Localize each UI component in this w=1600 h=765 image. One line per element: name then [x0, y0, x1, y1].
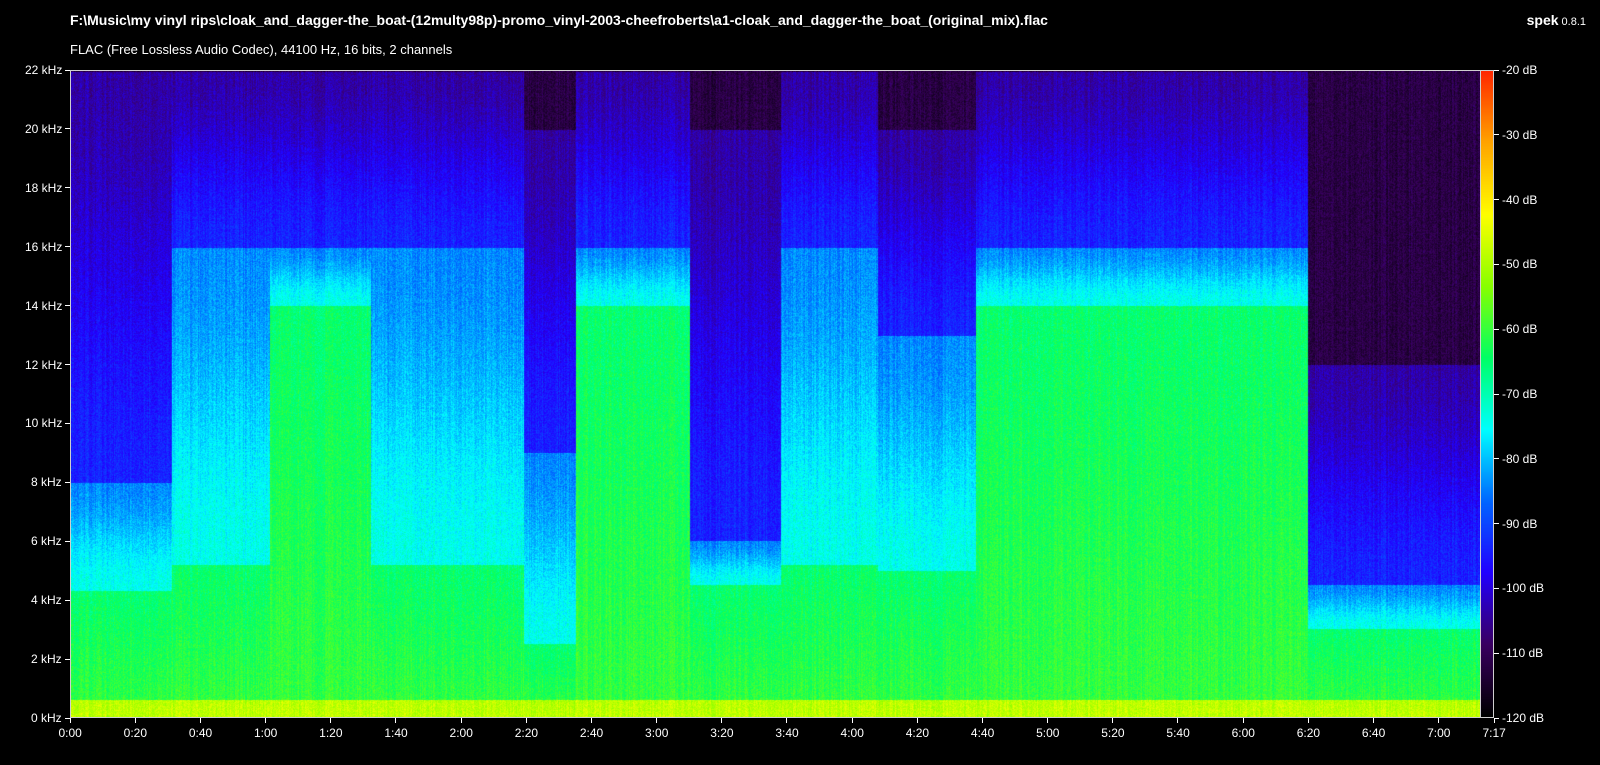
x-tick-mark — [69, 718, 71, 723]
colorbar-tick-mark — [1494, 717, 1499, 719]
x-tick-mark — [786, 718, 788, 723]
x-tick-label: 7:00 — [1427, 726, 1451, 740]
y-tick-label: 18 kHz — [25, 180, 63, 195]
y-tick-label: 16 kHz — [25, 239, 63, 254]
x-tick-mark — [525, 718, 527, 723]
db-colorbar — [1480, 70, 1494, 718]
y-tick-label: 10 kHz — [25, 416, 63, 431]
x-tick-label: 4:40 — [970, 726, 995, 740]
x-tick-mark — [199, 718, 201, 723]
x-tick-mark — [1112, 718, 1114, 723]
colorbar-tick-label: -60 dB — [1502, 322, 1538, 337]
y-tick-label: 12 kHz — [25, 357, 63, 372]
x-tick-label: 2:00 — [449, 726, 473, 740]
x-tick-label: 3:00 — [645, 726, 669, 740]
file-path-title: F:\Music\my vinyl rips\cloak_and_dagger-… — [70, 12, 1048, 28]
y-tick-label: 22 kHz — [25, 63, 63, 77]
x-tick-label: 5:40 — [1166, 726, 1190, 740]
x-tick-label: 6:20 — [1296, 726, 1321, 740]
x-tick-label: 4:20 — [905, 726, 930, 740]
x-tick-label: 0:40 — [188, 726, 213, 740]
spectrogram-heatmap — [71, 71, 1493, 717]
colorbar-tick-label: -90 dB — [1502, 516, 1538, 531]
colorbar-tick-label: -120 dB — [1502, 711, 1545, 725]
y-tick-label: 14 kHz — [25, 298, 63, 313]
x-tick-label: 2:40 — [579, 726, 604, 740]
colorbar-tick-label: -100 dB — [1502, 581, 1545, 596]
y-tick-label: 4 kHz — [31, 593, 62, 608]
x-tick-label: 5:20 — [1101, 726, 1125, 740]
x-tick-mark — [1242, 718, 1244, 723]
x-tick-label: 1:00 — [254, 726, 278, 740]
x-tick-mark — [1372, 718, 1374, 723]
x-tick-mark — [1438, 718, 1440, 723]
app-version: 0.8.1 — [1561, 16, 1586, 28]
colorbar-tick-mark — [1494, 458, 1499, 460]
colorbar-tick-label: -110 dB — [1502, 646, 1544, 661]
colorbar-tick-mark — [1494, 328, 1499, 330]
x-tick-label: 2:20 — [514, 726, 539, 740]
colorbar-tick-mark — [1494, 587, 1499, 589]
x-tick-mark — [656, 718, 658, 723]
x-tick-mark — [916, 718, 918, 723]
x-tick-mark — [981, 718, 983, 723]
x-tick-label: 1:20 — [319, 726, 343, 740]
x-tick-label: 6:00 — [1231, 726, 1255, 740]
app-name: spek — [1526, 12, 1559, 28]
x-tick-label: 5:00 — [1036, 726, 1060, 740]
audio-format-info: FLAC (Free Lossless Audio Codec), 44100 … — [70, 42, 453, 57]
x-tick-mark — [1307, 718, 1309, 723]
x-tick-mark — [134, 718, 136, 723]
y-tick-label: 20 kHz — [25, 121, 63, 136]
colorbar-tick-label: -20 dB — [1502, 63, 1538, 77]
colorbar-tick-label: -70 dB — [1502, 387, 1538, 401]
y-tick-label: 8 kHz — [31, 475, 62, 490]
x-tick-mark — [395, 718, 397, 723]
x-tick-mark — [265, 718, 266, 723]
x-tick-label: 0:20 — [123, 726, 148, 740]
colorbar-tick-label: -50 dB — [1502, 257, 1538, 272]
colorbar-tick-mark — [1494, 263, 1499, 265]
spectrogram-plot[interactable] — [70, 70, 1494, 718]
colorbar-tick-mark — [1494, 393, 1499, 395]
colorbar-gradient — [1481, 71, 1493, 717]
x-tick-mark — [1493, 718, 1495, 723]
x-tick-label: 3:40 — [775, 726, 799, 740]
x-tick-label: 4:00 — [840, 726, 864, 740]
x-tick-mark — [460, 718, 462, 723]
x-tick-mark — [851, 718, 853, 723]
y-tick-label: 6 kHz — [31, 534, 62, 549]
x-tick-mark — [330, 718, 332, 723]
x-tick-mark — [1177, 718, 1179, 723]
x-tick-mark — [590, 718, 592, 723]
colorbar-tick-label: -80 dB — [1502, 451, 1538, 466]
x-tick-mark — [1047, 718, 1049, 723]
colorbar-tick-mark — [1494, 652, 1499, 654]
x-tick-label: 0:00 — [58, 726, 82, 740]
colorbar-tick-mark — [1494, 523, 1499, 525]
x-tick-label: 1:40 — [384, 726, 408, 740]
x-tick-label: 3:20 — [710, 726, 734, 740]
colorbar-tick-label: -30 dB — [1502, 127, 1538, 142]
x-tick-label: 6:40 — [1361, 726, 1386, 740]
colorbar-tick-mark — [1494, 69, 1499, 71]
colorbar-tick-mark — [1494, 199, 1499, 201]
colorbar-tick-label: -40 dB — [1502, 192, 1538, 207]
x-tick-label: 7:17 — [1482, 726, 1506, 740]
y-tick-label: 0 kHz — [31, 711, 62, 725]
x-tick-mark — [721, 718, 723, 723]
colorbar-tick-mark — [1494, 134, 1499, 136]
app-brand: spek 0.8.1 — [1527, 12, 1586, 28]
y-tick-label: 2 kHz — [31, 652, 62, 667]
